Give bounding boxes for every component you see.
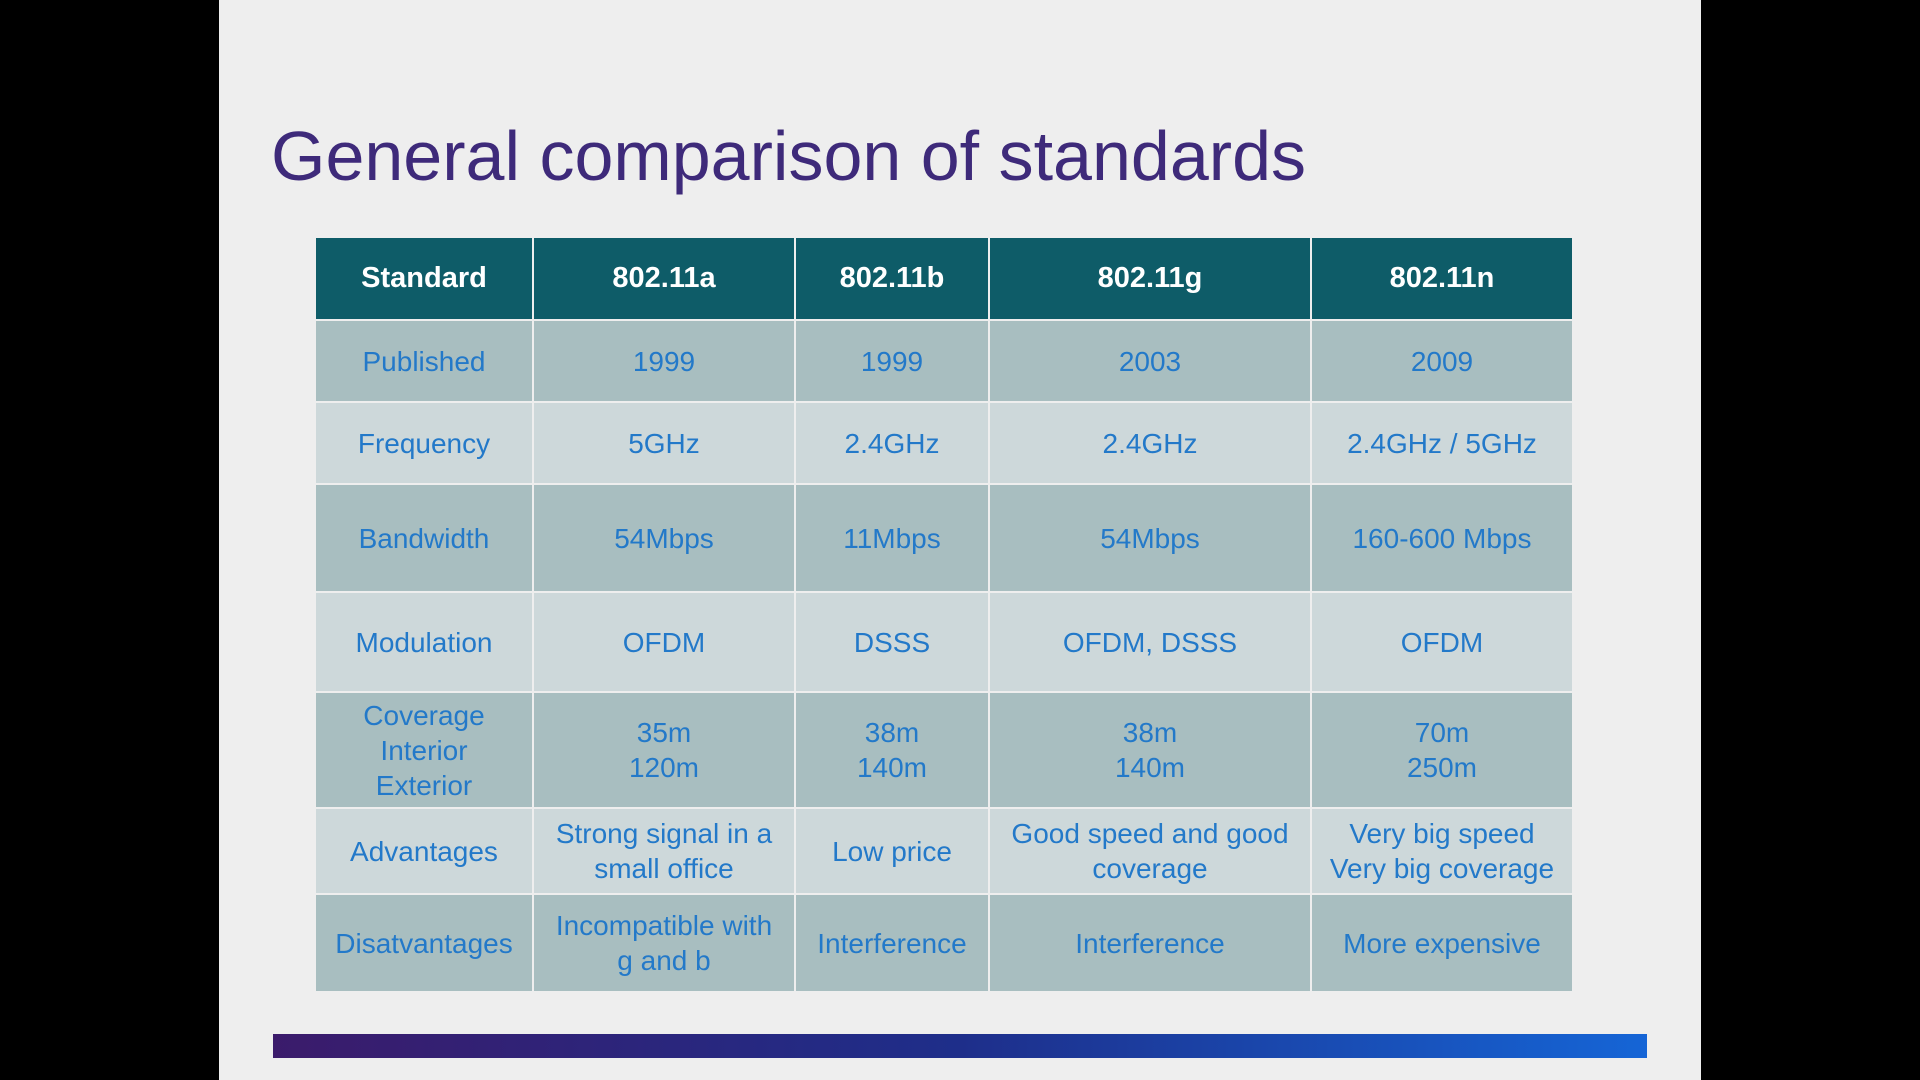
row-label: Bandwidth (314, 483, 534, 593)
table-cell: 54Mbps (532, 483, 796, 593)
table-header-row: Standard 802.11a 802.11b 802.11g 802.11n (314, 236, 1574, 321)
header-80211n: 802.11n (1310, 236, 1574, 321)
table-row-disadvantages: Disatvantages Incompatible with g and b … (314, 893, 1574, 993)
table-cell: Low price (794, 807, 990, 895)
row-label: Frequency (314, 401, 534, 485)
footer-gradient-bar (273, 1034, 1647, 1058)
table-row-frequency: Frequency 5GHz 2.4GHz 2.4GHz 2.4GHz / 5G… (314, 401, 1574, 485)
table-cell: Interference (794, 893, 990, 993)
table-cell: 38m 140m (988, 691, 1312, 809)
table-cell: Interference (988, 893, 1312, 993)
table-cell: OFDM (532, 591, 796, 693)
table-cell: 2009 (1310, 319, 1574, 403)
table-cell: 70m 250m (1310, 691, 1574, 809)
header-80211b: 802.11b (794, 236, 990, 321)
comparison-table: Standard 802.11a 802.11b 802.11g 802.11n… (314, 236, 1574, 993)
table-cell: 35m 120m (532, 691, 796, 809)
table-cell: 11Mbps (794, 483, 990, 593)
row-label: Coverage Interior Exterior (314, 691, 534, 809)
table-cell: Strong signal in a small office (532, 807, 796, 895)
slide: General comparison of standards Standard… (219, 0, 1701, 1080)
table-cell: Incompatible with g and b (532, 893, 796, 993)
header-standard: Standard (314, 236, 534, 321)
table-cell: 54Mbps (988, 483, 1312, 593)
table-cell: 1999 (794, 319, 990, 403)
table-cell: DSSS (794, 591, 990, 693)
table-cell: OFDM, DSSS (988, 591, 1312, 693)
table-cell: OFDM (1310, 591, 1574, 693)
table-cell: 1999 (532, 319, 796, 403)
table-cell: 2.4GHz / 5GHz (1310, 401, 1574, 485)
table-cell: 38m 140m (794, 691, 990, 809)
table-row-published: Published 1999 1999 2003 2009 (314, 319, 1574, 403)
header-80211a: 802.11a (532, 236, 796, 321)
table-cell: Very big speed Very big coverage (1310, 807, 1574, 895)
row-label: Advantages (314, 807, 534, 895)
table-row-coverage: Coverage Interior Exterior 35m 120m 38m … (314, 691, 1574, 809)
header-80211g: 802.11g (988, 236, 1312, 321)
table-cell: 2.4GHz (988, 401, 1312, 485)
table-cell: 2003 (988, 319, 1312, 403)
slide-title: General comparison of standards (271, 117, 1306, 195)
table-cell: 2.4GHz (794, 401, 990, 485)
row-label: Published (314, 319, 534, 403)
table-cell: 5GHz (532, 401, 796, 485)
row-label: Modulation (314, 591, 534, 693)
table-cell: Good speed and good coverage (988, 807, 1312, 895)
table-cell: More expensive (1310, 893, 1574, 993)
table-row-modulation: Modulation OFDM DSSS OFDM, DSSS OFDM (314, 591, 1574, 693)
table-cell: 160-600 Mbps (1310, 483, 1574, 593)
row-label: Disatvantages (314, 893, 534, 993)
table-row-bandwidth: Bandwidth 54Mbps 11Mbps 54Mbps 160-600 M… (314, 483, 1574, 593)
table-row-advantages: Advantages Strong signal in a small offi… (314, 807, 1574, 895)
